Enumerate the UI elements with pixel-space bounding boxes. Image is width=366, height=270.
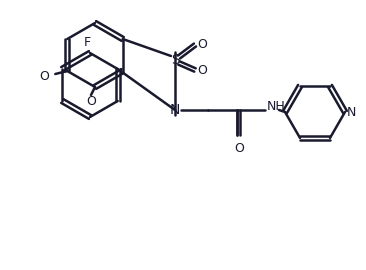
- Text: F: F: [83, 36, 90, 49]
- Text: S: S: [171, 53, 179, 67]
- Text: O: O: [197, 39, 207, 52]
- Text: NH: NH: [267, 100, 286, 113]
- Text: O: O: [234, 142, 244, 155]
- Text: N: N: [170, 103, 180, 117]
- Text: O: O: [40, 69, 49, 83]
- Text: N: N: [347, 106, 356, 119]
- Text: O: O: [86, 95, 96, 108]
- Text: O: O: [197, 63, 207, 76]
